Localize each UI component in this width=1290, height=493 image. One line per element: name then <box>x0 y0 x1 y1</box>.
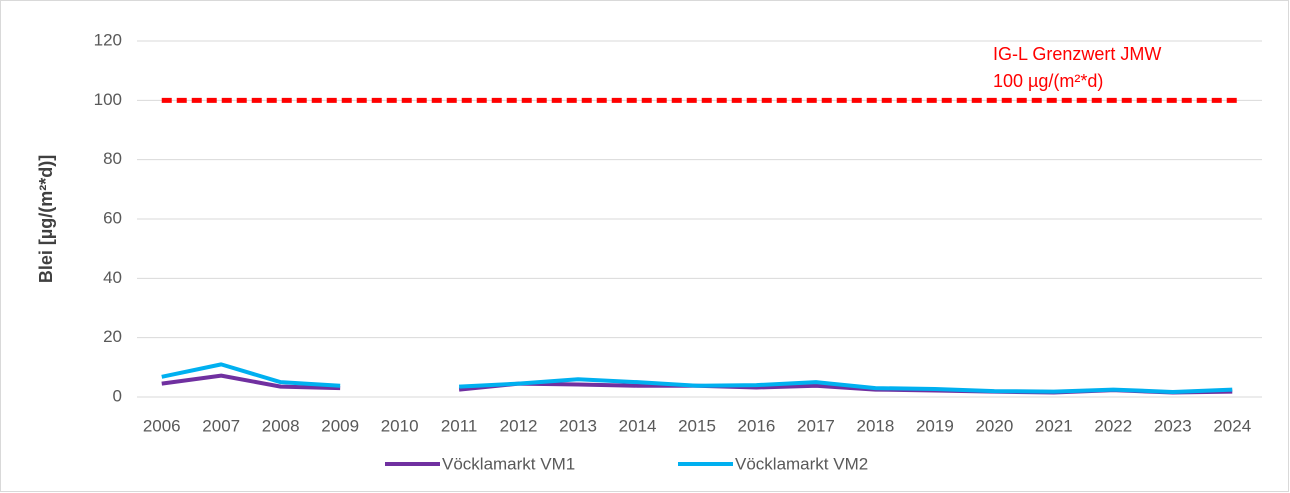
x-tick-label: 2023 <box>1154 416 1192 435</box>
x-tick-label: 2024 <box>1213 416 1251 435</box>
x-tick-label: 2013 <box>559 416 597 435</box>
x-tick-label: 2010 <box>381 416 419 435</box>
x-tick-label: 2017 <box>797 416 835 435</box>
y-tick-label: 0 <box>113 386 122 405</box>
threshold-label: 100 µg/(m²*d) <box>993 71 1103 91</box>
x-tick-label: 2008 <box>262 416 300 435</box>
x-tick-label: 2012 <box>500 416 538 435</box>
y-tick-label: 60 <box>103 208 122 227</box>
threshold-label: IG-L Grenzwert JMW <box>993 44 1161 64</box>
x-tick-label: 2016 <box>738 416 776 435</box>
x-tick-label: 2011 <box>441 416 478 435</box>
legend-label: Vöcklamarkt VM2 <box>735 454 868 473</box>
y-tick-label: 100 <box>94 90 122 109</box>
x-tick-label: 2009 <box>321 416 359 435</box>
x-tick-label: 2014 <box>619 416 657 435</box>
x-tick-label: 2021 <box>1035 416 1073 435</box>
y-tick-label: 120 <box>94 30 122 49</box>
y-tick-label: 40 <box>103 268 122 287</box>
legend-label: Vöcklamarkt VM1 <box>442 454 575 473</box>
y-axis-label: Blei [µg/(m²*d)] <box>36 155 56 283</box>
y-tick-label: 80 <box>103 149 122 168</box>
x-tick-label: 2015 <box>678 416 716 435</box>
series-line <box>161 362 1233 394</box>
x-tick-label: 2020 <box>975 416 1013 435</box>
x-tick-label: 2007 <box>202 416 240 435</box>
y-tick-label: 20 <box>103 327 122 346</box>
x-tick-label: 2019 <box>916 416 954 435</box>
x-tick-label: 2018 <box>857 416 895 435</box>
x-tick-label: 2006 <box>143 416 181 435</box>
x-tick-label: 2022 <box>1094 416 1132 435</box>
